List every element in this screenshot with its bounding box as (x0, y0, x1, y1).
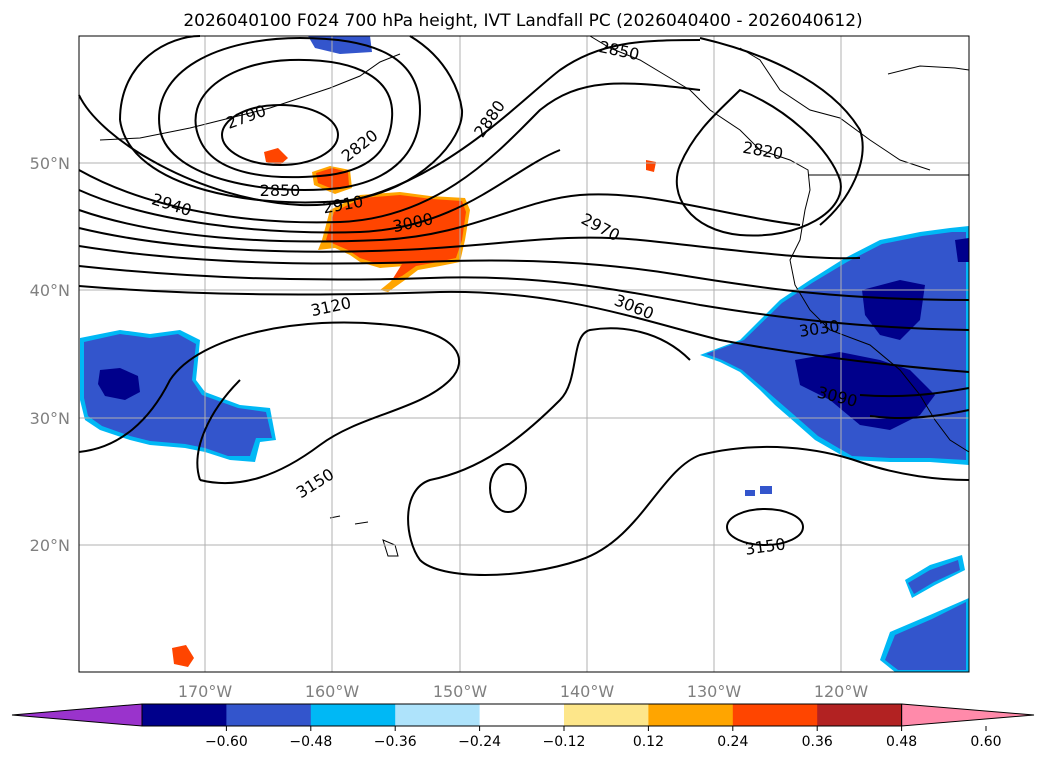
lon-label: 150°W (433, 682, 488, 701)
contour-label: 2850 (260, 181, 301, 200)
lon-label: 170°W (178, 682, 233, 701)
figure-title: 2026040100 F024 700 hPa height, IVT Land… (183, 11, 862, 31)
colorbar-tick-label: 0.24 (717, 734, 748, 750)
colorbar-outline (141, 703, 903, 727)
longitude-labels: 170°W 160°W 150°W 140°W 130°W 120°W (178, 682, 869, 701)
colorbar-extend-high (901, 703, 1035, 727)
colorbar-tick-label: 0.36 (802, 734, 833, 750)
colorbar-segment (817, 704, 903, 726)
coastlines (99, 35, 970, 557)
colorbar-segment (310, 704, 396, 726)
colorbar-tick-label: −0.48 (289, 734, 332, 750)
colorbar-segment (142, 704, 227, 726)
map-frame (78, 35, 970, 673)
lat-label: 50°N (30, 154, 70, 173)
height-contours (78, 35, 970, 576)
colorbar-tick-label: 0.12 (633, 734, 664, 750)
colorbar-segment (479, 704, 565, 726)
lat-label: 40°N (30, 281, 70, 300)
lon-label: 160°W (305, 682, 360, 701)
colorbar-tick-label: −0.36 (374, 734, 417, 750)
colorbar-tick-label: −0.24 (458, 734, 501, 750)
colorbar-segment (226, 704, 312, 726)
colorbar-tick-label: −0.12 (543, 734, 586, 750)
colorbar-tick-label: −0.60 (205, 734, 248, 750)
lat-label: 20°N (30, 536, 70, 555)
colorbar: −0.60 −0.48 −0.36 −0.24 −0.12 0.12 0.24 0.36 0.4… (11, 703, 1035, 750)
latitude-labels: 50°N 40°N 30°N 20°N (30, 154, 70, 555)
colorbar-segment (564, 704, 649, 726)
lon-label: 120°W (814, 682, 869, 701)
colorbar-segment (648, 704, 734, 726)
lon-label: 140°W (560, 682, 615, 701)
lon-label: 130°W (687, 682, 742, 701)
colorbar-segment (395, 704, 481, 726)
negative-ivt-shading (80, 36, 969, 672)
gridlines (79, 36, 969, 672)
lat-label: 30°N (30, 409, 70, 428)
colorbar-extend-low (11, 703, 143, 727)
colorbar-tick-label: 0.48 (886, 734, 917, 750)
map-panel: 2790 2820 2850 2880 2910 2940 2970 3000 … (78, 35, 970, 673)
colorbar-segment (732, 704, 818, 726)
colorbar-tick-label: 0.60 (970, 734, 1001, 750)
